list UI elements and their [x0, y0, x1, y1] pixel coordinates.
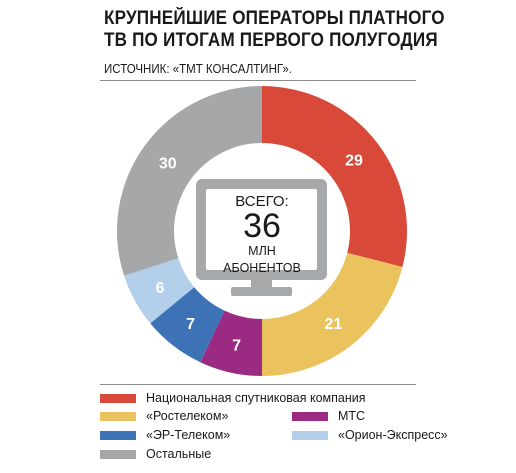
- legend-item-5: Остальные: [100, 446, 211, 462]
- tv-stand: [231, 287, 292, 296]
- legend-item-1: «Ростелеком»: [100, 408, 228, 424]
- slice-4: [124, 258, 195, 324]
- center-unit: МЛН: [248, 244, 276, 258]
- slice-5: [116, 86, 262, 276]
- legend-divider: [100, 384, 416, 385]
- legend-item-4: «Орион-Экспресс»: [292, 427, 448, 443]
- legend-item-2: МТС: [292, 408, 365, 424]
- slice-3: [150, 287, 225, 363]
- center-label-total-caption: ВСЕГО:: [235, 193, 288, 210]
- legend-swatch-2: [292, 411, 328, 421]
- slice-label-4: 6: [155, 280, 164, 297]
- legend-swatch-4: [292, 430, 328, 440]
- slice-1: [262, 252, 403, 376]
- slice-label-3: 7: [186, 316, 195, 333]
- slice-label-1: 21: [325, 316, 343, 333]
- slice-label-2: 7: [232, 338, 241, 355]
- legend-swatch-3: [100, 430, 136, 440]
- legend-label-1: «Ростелеком»: [146, 409, 229, 423]
- legend-label-0: Национальная спутниковая компания: [146, 391, 366, 405]
- slice-labels: 29 21 7 7 6 30: [155, 153, 363, 355]
- chart-title: КРУПНЕЙШИЕ ОПЕРАТОРЫ ПЛАТНОГО ТВ ПО ИТОГ…: [104, 8, 464, 52]
- legend-item-3: «ЭР-Телеком»: [100, 427, 230, 443]
- legend-item-0: Национальная спутниковая компания: [100, 390, 366, 406]
- title-line-1: КРУПНЕЙШИЕ ОПЕРАТОРЫ ПЛАТНОГО: [104, 8, 445, 29]
- tv-neck: [251, 280, 272, 288]
- slice-label-0: 29: [345, 153, 363, 170]
- legend-swatch-5: [100, 449, 136, 459]
- source-note: ИСТОЧНИК: «ТМТ КОНСАЛТИНГ».: [104, 62, 292, 76]
- legend-swatch-0: [100, 393, 136, 403]
- slice-2: [200, 310, 262, 376]
- legend: Национальная спутниковая компания «Ростел…: [100, 386, 448, 472]
- legend-label-5: Остальные: [146, 447, 212, 461]
- legend-label-4: «Орион-Экспресс»: [338, 428, 448, 442]
- legend-label-2: МТС: [338, 409, 366, 423]
- title-line-2: ТВ ПО ИТОГАМ ПЕРВОГО ПОЛУГОДИЯ: [104, 30, 438, 51]
- top-divider: [100, 80, 416, 81]
- tv-screen: [206, 189, 317, 270]
- center-total-value: 36: [243, 207, 281, 245]
- legend-label-3: «ЭР-Телеком»: [146, 428, 231, 442]
- center-unit-subscribers: АБОНЕНТОВ: [223, 261, 301, 275]
- tv-icon: ВСЕГО: 36 МЛН АБОНЕНТОВ: [196, 179, 327, 296]
- slice-0: [262, 86, 407, 268]
- donut-slices: [116, 86, 407, 376]
- legend-swatch-1: [100, 411, 136, 421]
- slice-label-5: 30: [159, 156, 177, 173]
